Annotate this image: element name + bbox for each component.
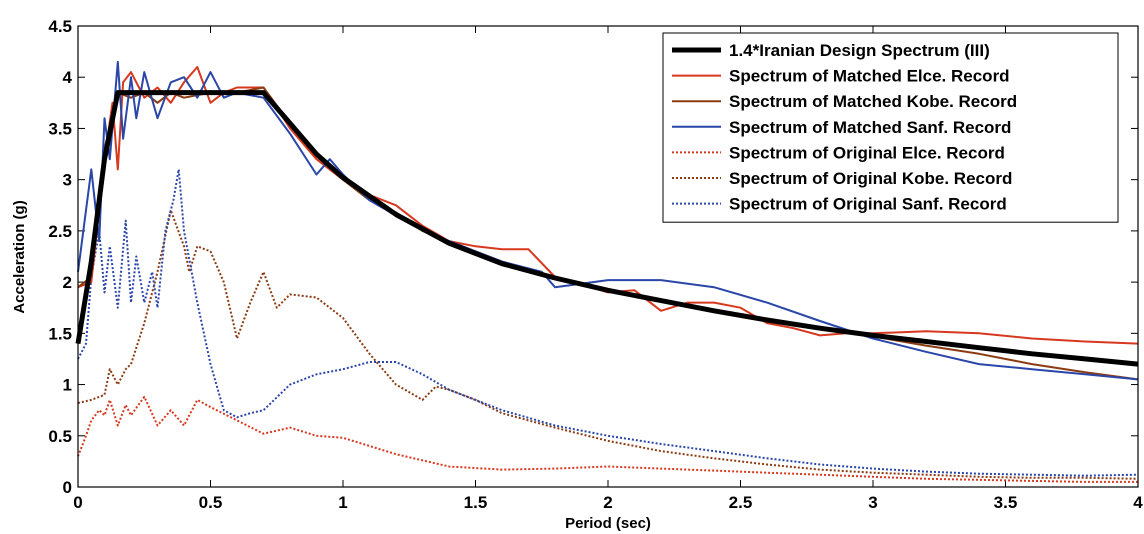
x-axis-label: Period (sec) [565,515,651,532]
y-tick-label: 1.5 [48,324,72,343]
series-line-1-4-iranian-design-spectrum-iii [75,90,1139,367]
series-line-spectrum-of-matched-sanf-record [77,60,1139,381]
x-tick-label: 0.5 [199,493,223,512]
legend-label: Spectrum of Original Kobe. Record [729,169,1012,188]
plot-frame [77,25,1139,488]
series-line-spectrum-of-original-kobe-record [77,209,1139,480]
legend-label: 1.4*Iranian Design Spectrum (III) [729,41,990,60]
x-tick-label: 1 [338,493,347,512]
x-tick-label: 2.5 [729,493,753,512]
x-tick-label: 0 [73,493,82,512]
y-tick-label: 4 [63,68,73,87]
x-tick-label: 1.5 [464,493,488,512]
x-tick-label: 3.5 [994,493,1018,512]
y-tick-label: 2.5 [48,222,72,241]
y-tick-label: 4.5 [48,17,72,36]
legend: 1.4*Iranian Design Spectrum (III) Spectru… [662,32,1119,223]
legend-label: Spectrum of Matched Elce. Record [729,67,1010,86]
legend-box [662,32,1119,223]
legend-label: Spectrum of Original Sanf. Record [729,195,1007,214]
tick-layer: 0 0.5 1 1.5 2 2.5 3 3.5 4 0 0.5 1 1.5 2 2.5 3 3.5 4 4.5 [48,17,1143,512]
y-tick-label: 0.5 [48,427,72,446]
y-tick-label: 0 [63,478,72,497]
series-line-spectrum-of-original-sanf-record [77,168,1139,477]
y-tick-label: 2 [63,273,72,292]
series-line-spectrum-of-original-elce-record [77,395,1138,483]
y-tick-label: 1 [63,376,72,395]
series-layer [75,60,1139,483]
x-tick-label: 2 [603,493,612,512]
x-tick-label: 4 [1133,493,1143,512]
y-tick-label: 3.5 [48,119,72,138]
legend-label: Spectrum of Matched Kobe. Record [729,92,1017,111]
x-tick-label: 3 [868,493,877,512]
y-axis-label: Acceleration (g) [11,200,28,313]
legend-label: Spectrum of Original Elce. Record [729,143,1005,162]
y-tick-label: 3 [63,171,72,190]
legend-label: Spectrum of Matched Sanf. Record [729,118,1011,137]
